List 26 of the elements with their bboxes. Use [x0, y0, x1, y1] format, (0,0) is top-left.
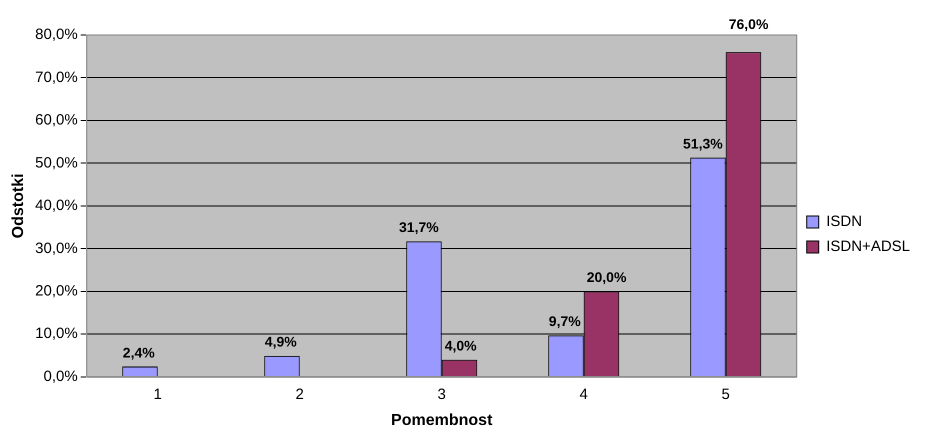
y-tick-label: 10,0% [35, 325, 78, 342]
x-tick-label: 4 [580, 386, 588, 403]
data-label: 4,0% [444, 338, 478, 354]
legend-label: ISDN [826, 213, 862, 230]
data-label: 4,9% [264, 334, 298, 350]
x-tick-label: 1 [154, 386, 162, 403]
x-tick-label: 3 [438, 386, 446, 403]
data-label: 51,3% [683, 135, 724, 152]
data-label: 2,4% [122, 344, 156, 360]
y-tick-label: 30,0% [35, 240, 78, 257]
data-label: 31,7% [399, 219, 440, 236]
x-axis-title: Pomembnost [391, 412, 494, 429]
data-label: 76,0% [728, 16, 769, 32]
data-label: 9,7% [548, 313, 582, 330]
y-tick-label: 20,0% [35, 282, 78, 300]
y-tick-label: 60,0% [35, 112, 78, 129]
y-tick-label: 80,0% [35, 26, 78, 44]
x-tick-label: 5 [722, 386, 730, 403]
y-tick-label: 70,0% [35, 68, 78, 86]
y-tick-label: 0,0% [44, 368, 78, 385]
y-tick-label: 40,0% [35, 197, 78, 214]
y-tick-label: 50,0% [35, 154, 78, 172]
x-tick-label: 2 [296, 386, 304, 403]
y-axis-title: Odstotki [10, 173, 28, 238]
legend-label: ISDN+ADSL [826, 238, 910, 256]
data-label: 20,0% [586, 269, 627, 286]
